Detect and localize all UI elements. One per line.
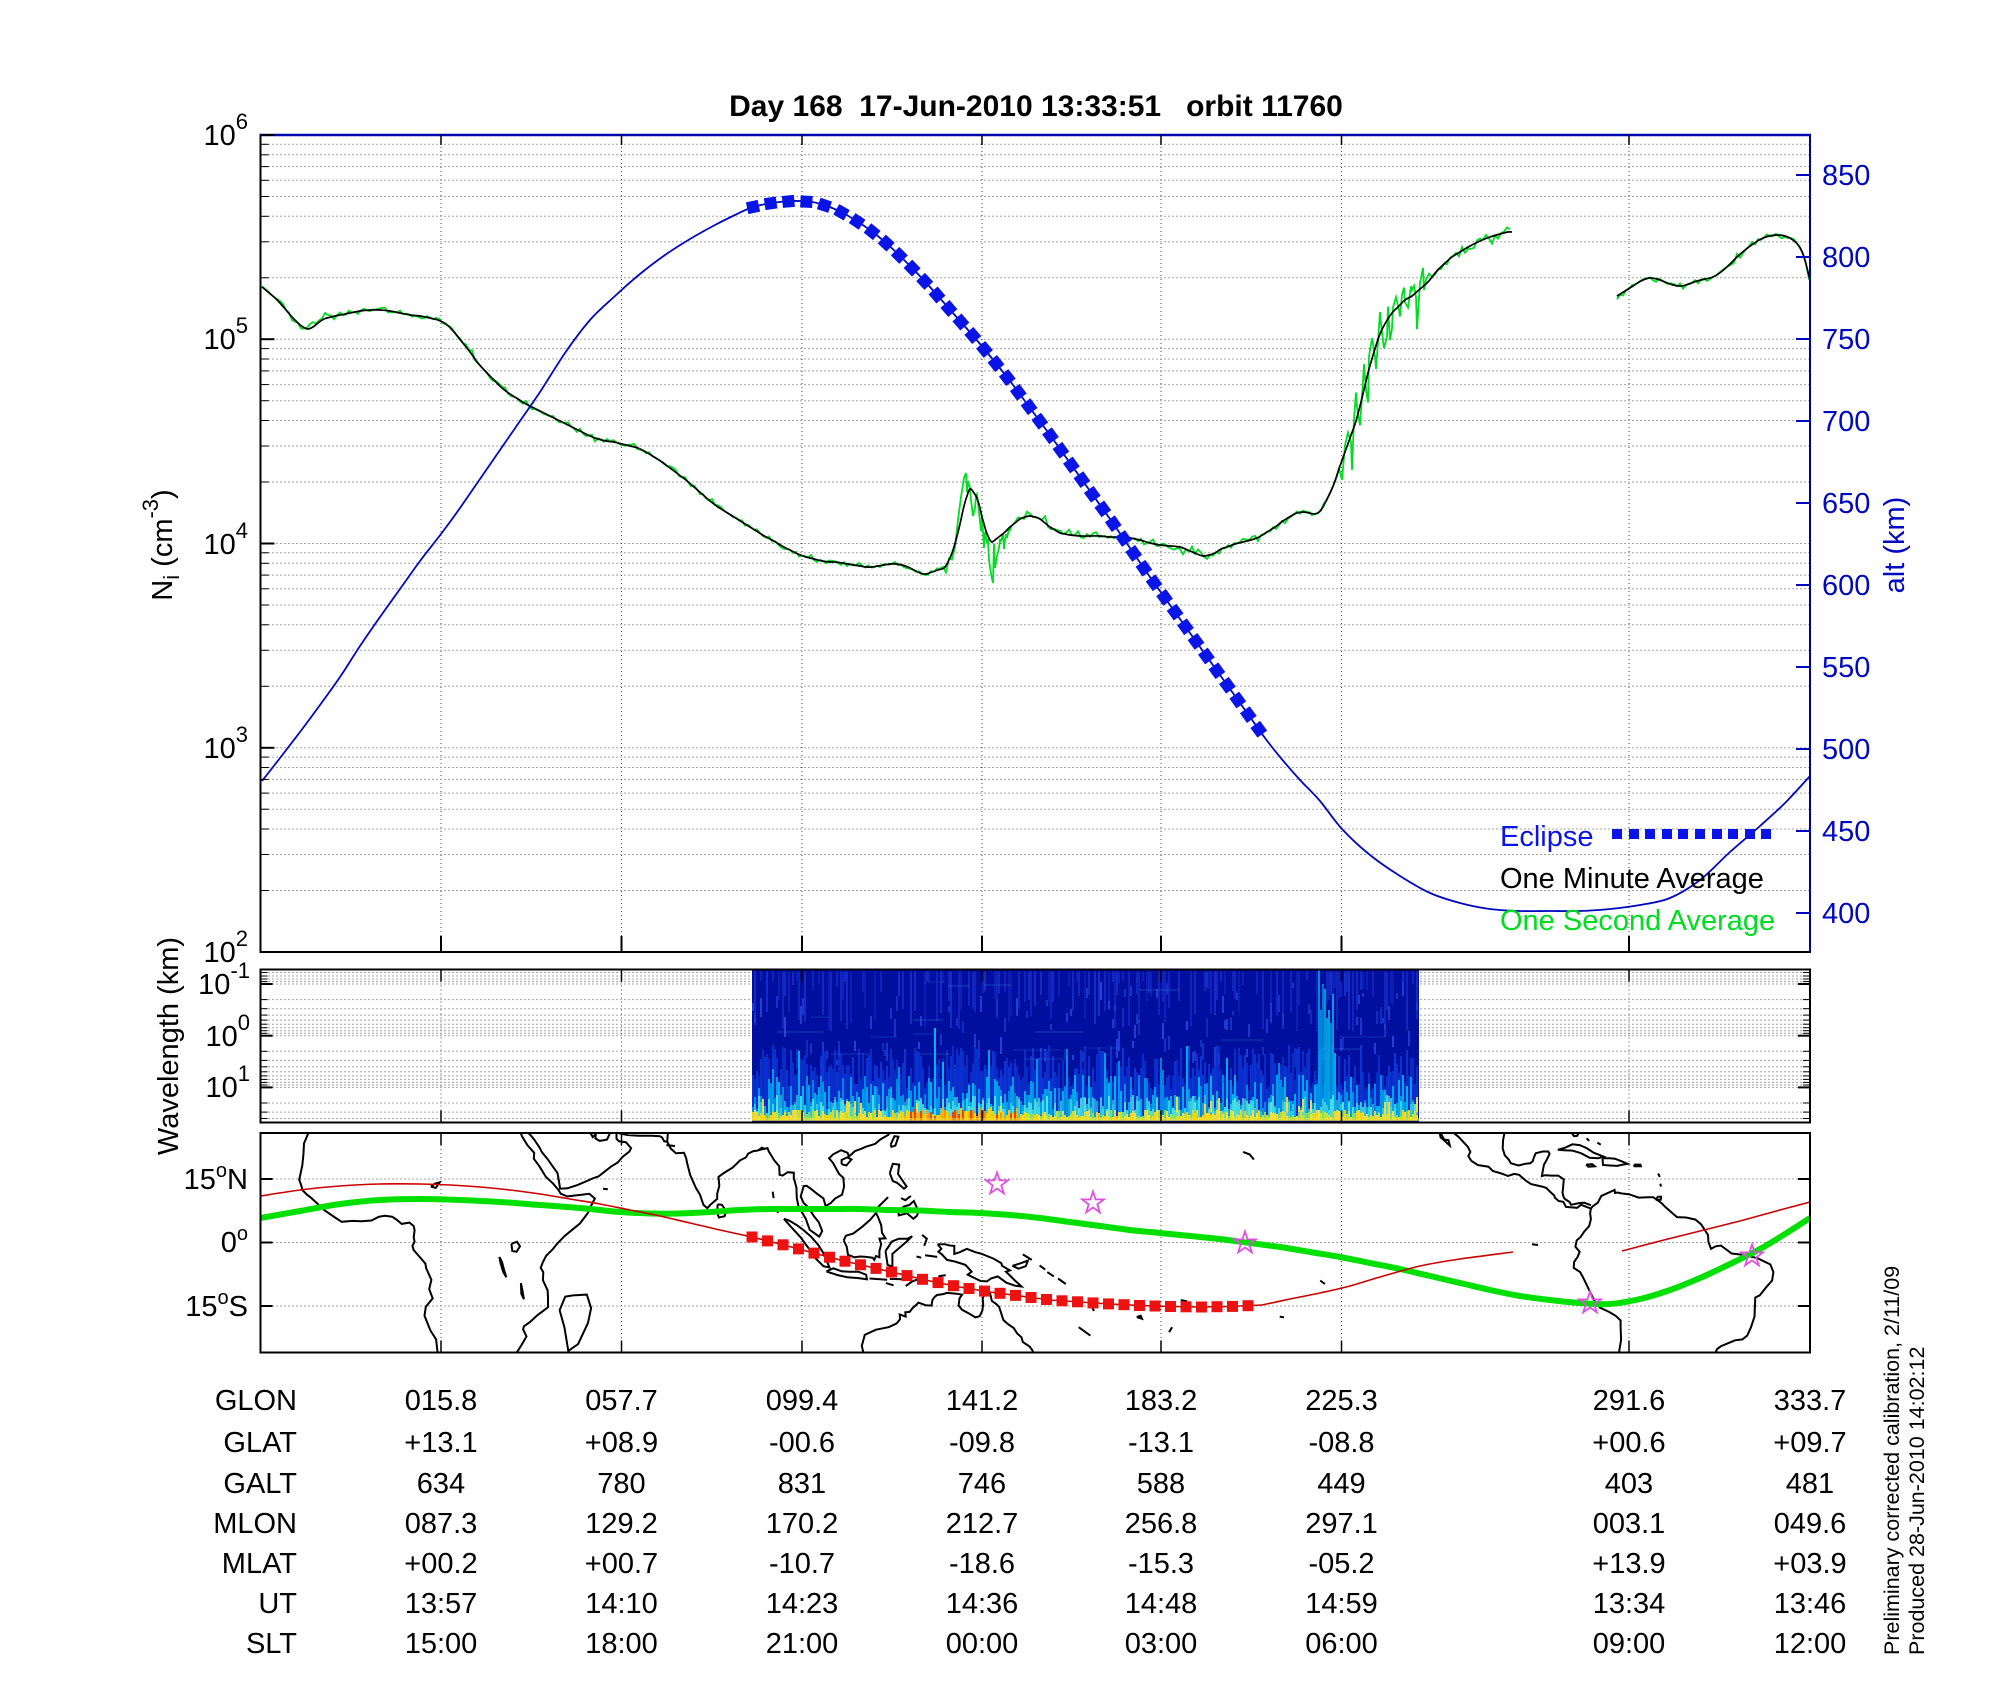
svg-text:09:00: 09:00 [1593, 1628, 1666, 1660]
svg-text:015.8: 015.8 [405, 1385, 478, 1417]
svg-text:600: 600 [1822, 570, 1870, 602]
svg-text:481: 481 [1786, 1468, 1834, 1500]
svg-text:850: 850 [1822, 160, 1870, 192]
svg-text:MLAT: MLAT [222, 1548, 297, 1580]
svg-text:14:36: 14:36 [946, 1588, 1019, 1620]
svg-text:780: 780 [597, 1468, 645, 1500]
svg-text:800: 800 [1822, 242, 1870, 274]
svg-text:+09.7: +09.7 [1773, 1427, 1846, 1459]
svg-text:Produced 28-Jun-2010 14:02:12: Produced 28-Jun-2010 14:02:12 [1905, 1347, 1929, 1655]
svg-text:129.2: 129.2 [585, 1508, 658, 1540]
svg-text:Eclipse: Eclipse [1500, 821, 1594, 853]
svg-text:14:23: 14:23 [766, 1588, 839, 1620]
svg-text:GALT: GALT [223, 1468, 297, 1500]
svg-text:Day 168 17-Jun-2010 13:33:51: Day 168 17-Jun-2010 13:33:51 orbit 11760 [729, 90, 1343, 123]
svg-text:-08.8: -08.8 [1308, 1427, 1374, 1459]
svg-text:12:00: 12:00 [1774, 1628, 1847, 1660]
svg-text:-13.1: -13.1 [1128, 1427, 1194, 1459]
svg-text:-18.6: -18.6 [949, 1548, 1015, 1580]
svg-text:450: 450 [1822, 816, 1870, 848]
svg-text:+03.9: +03.9 [1773, 1548, 1846, 1580]
svg-text:13:46: 13:46 [1774, 1588, 1847, 1620]
svg-text:15oS: 15oS [185, 1287, 248, 1323]
svg-text:One Minute Average: One Minute Average [1500, 863, 1764, 895]
svg-text:750: 750 [1822, 324, 1870, 356]
svg-text:14:10: 14:10 [585, 1588, 658, 1620]
svg-text:GLAT: GLAT [223, 1427, 297, 1459]
svg-text:15oN: 15oN [184, 1160, 248, 1196]
svg-text:333.7: 333.7 [1774, 1385, 1847, 1417]
svg-text:183.2: 183.2 [1125, 1385, 1198, 1417]
svg-text:Wavelength (km): Wavelength (km) [153, 937, 185, 1155]
svg-text:-09.8: -09.8 [949, 1427, 1015, 1459]
svg-text:634: 634 [417, 1468, 465, 1500]
svg-text:+08.9: +08.9 [585, 1427, 658, 1459]
svg-text:003.1: 003.1 [1593, 1508, 1666, 1540]
svg-text:00:00: 00:00 [946, 1628, 1019, 1660]
svg-text:SLT: SLT [246, 1628, 297, 1660]
svg-text:14:59: 14:59 [1305, 1588, 1378, 1620]
svg-text:06:00: 06:00 [1305, 1628, 1378, 1660]
svg-text:057.7: 057.7 [585, 1385, 658, 1417]
svg-text:225.3: 225.3 [1305, 1385, 1378, 1417]
svg-text:-10.7: -10.7 [769, 1548, 835, 1580]
svg-text:alt (km): alt (km) [1879, 497, 1911, 594]
svg-text:+13.1: +13.1 [404, 1427, 477, 1459]
svg-text:-15.3: -15.3 [1128, 1548, 1194, 1580]
svg-text:449: 449 [1317, 1468, 1365, 1500]
svg-text:403: 403 [1605, 1468, 1653, 1500]
svg-text:700: 700 [1822, 406, 1870, 438]
svg-text:-00.6: -00.6 [769, 1427, 835, 1459]
svg-text:0o: 0o [221, 1223, 248, 1259]
svg-text:+00.6: +00.6 [1592, 1427, 1665, 1459]
svg-text:+00.7: +00.7 [585, 1548, 658, 1580]
svg-text:746: 746 [958, 1468, 1006, 1500]
svg-text:GLON: GLON [215, 1385, 297, 1417]
svg-text:297.1: 297.1 [1305, 1508, 1378, 1540]
svg-text:Preliminary corrected calibrat: Preliminary corrected calibration, 2/11/… [1880, 1266, 1904, 1655]
svg-text:One Second Average: One Second Average [1500, 905, 1775, 937]
svg-text:MLON: MLON [213, 1508, 297, 1540]
svg-text:256.8: 256.8 [1125, 1508, 1198, 1540]
svg-text:550: 550 [1822, 652, 1870, 684]
svg-text:212.7: 212.7 [946, 1508, 1019, 1540]
svg-text:13:34: 13:34 [1593, 1588, 1666, 1620]
svg-text:14:48: 14:48 [1125, 1588, 1198, 1620]
svg-text:291.6: 291.6 [1593, 1385, 1666, 1417]
svg-text:500: 500 [1822, 734, 1870, 766]
svg-text:-05.2: -05.2 [1308, 1548, 1374, 1580]
svg-text:03:00: 03:00 [1125, 1628, 1198, 1660]
svg-text:087.3: 087.3 [405, 1508, 478, 1540]
svg-text:049.6: 049.6 [1774, 1508, 1847, 1540]
svg-text:170.2: 170.2 [766, 1508, 839, 1540]
svg-text:099.4: 099.4 [766, 1385, 839, 1417]
svg-text:+00.2: +00.2 [404, 1548, 477, 1580]
svg-text:21:00: 21:00 [766, 1628, 839, 1660]
svg-text:650: 650 [1822, 488, 1870, 520]
svg-text:18:00: 18:00 [585, 1628, 658, 1660]
svg-text:+13.9: +13.9 [1592, 1548, 1665, 1580]
svg-text:13:57: 13:57 [405, 1588, 478, 1620]
svg-text:831: 831 [778, 1468, 826, 1500]
svg-text:UT: UT [258, 1588, 297, 1620]
svg-text:15:00: 15:00 [405, 1628, 478, 1660]
svg-text:400: 400 [1822, 898, 1870, 930]
svg-text:141.2: 141.2 [946, 1385, 1019, 1417]
svg-text:588: 588 [1137, 1468, 1185, 1500]
